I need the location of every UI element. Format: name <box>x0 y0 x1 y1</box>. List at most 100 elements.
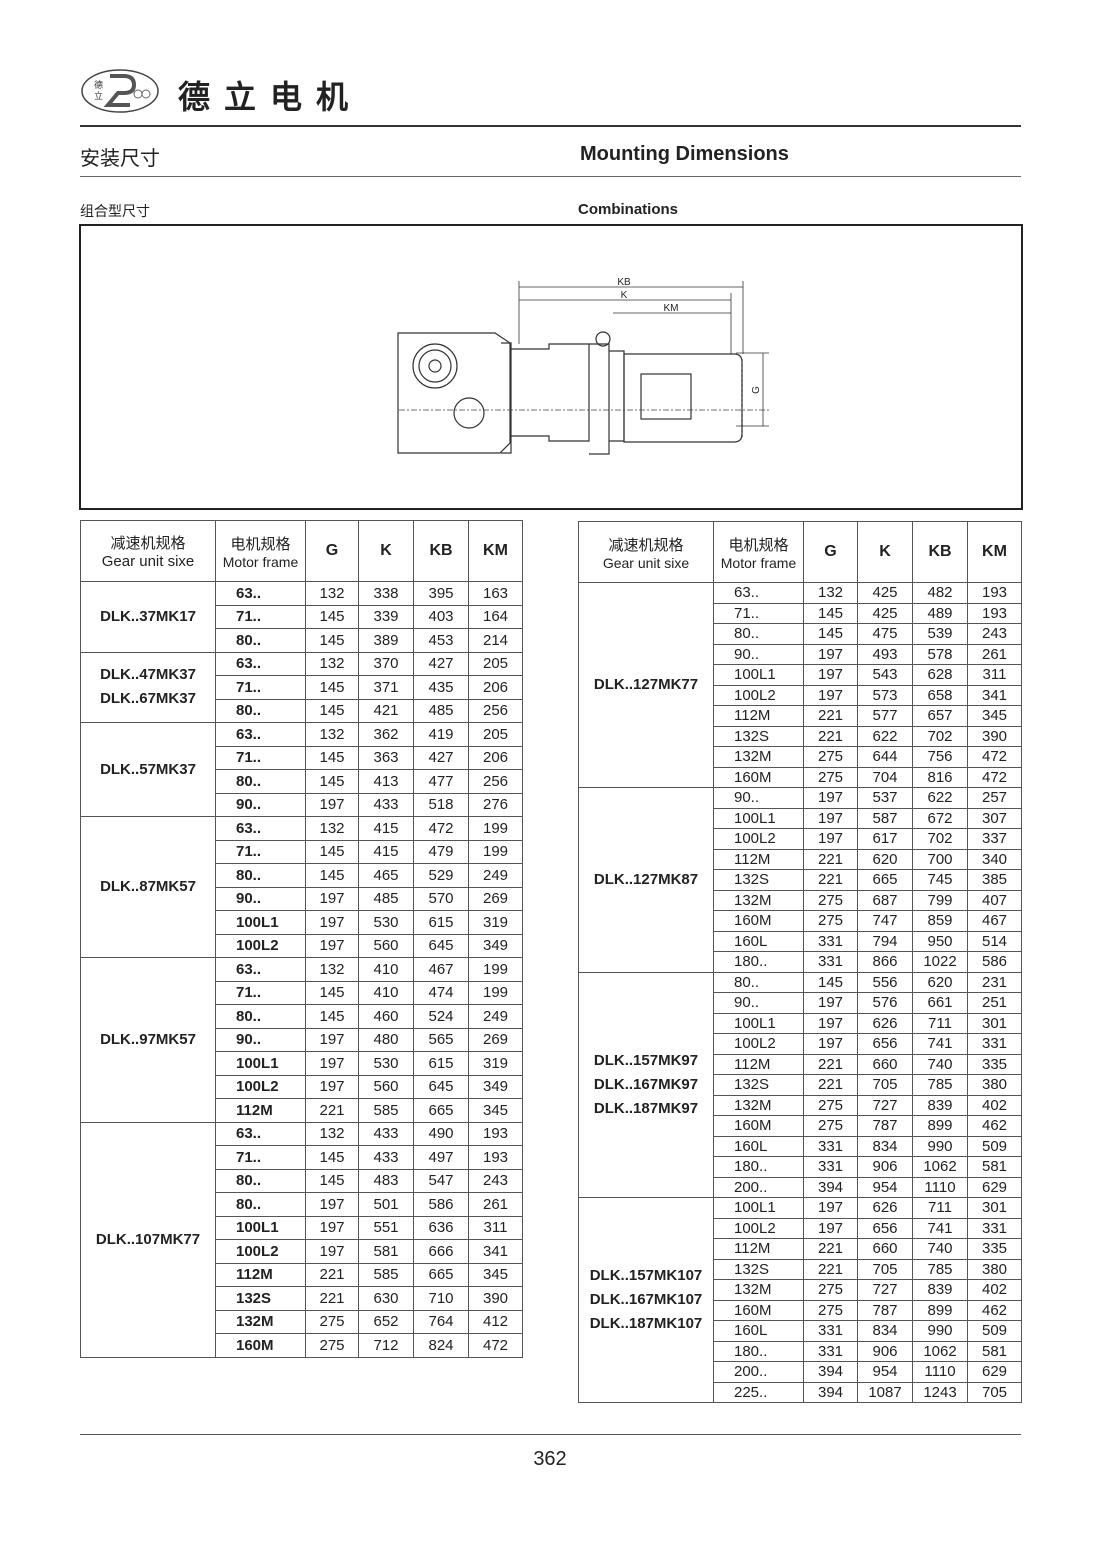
g-cell: 394 <box>803 1381 858 1403</box>
g-cell: 145 <box>305 1145 359 1170</box>
km-cell: 199 <box>468 957 523 982</box>
km-cell: 256 <box>468 698 523 723</box>
table-row: 132S 221 705 785 380 <box>579 1258 1022 1280</box>
k-cell: 530 <box>358 910 414 935</box>
kb-cell: 474 <box>413 980 469 1005</box>
g-cell: 132 <box>803 582 858 604</box>
table-row: 100L1 197 587 672 307 <box>579 807 1022 829</box>
kb-cell: 578 <box>912 643 968 665</box>
table-row: 100L2 197 560 645 349 <box>81 933 523 958</box>
gear-unit-name: DLK..107MK77 <box>95 1230 201 1248</box>
kb-cell: 710 <box>413 1286 469 1311</box>
col-kb: KB <box>912 521 968 583</box>
km-cell: 341 <box>468 1239 523 1264</box>
kb-cell: 1062 <box>912 1156 968 1178</box>
km-cell: 331 <box>967 1033 1022 1055</box>
table-row: 112M 221 577 657 345 <box>579 705 1022 727</box>
km-cell: 472 <box>967 746 1022 768</box>
table-row: 80.. 145 483 547 243 <box>81 1168 523 1193</box>
g-cell: 145 <box>803 602 858 624</box>
col-motor-frame: 电机规格 Motor frame <box>215 520 306 582</box>
km-cell: 276 <box>468 792 523 817</box>
table-row: 100L2 197 617 702 337 <box>579 828 1022 850</box>
km-cell: 243 <box>967 623 1022 645</box>
k-cell: 1087 <box>857 1381 913 1403</box>
motor-cell: 63.. <box>215 651 306 676</box>
motor-cell: 132M <box>713 746 804 768</box>
g-cell: 132 <box>305 581 359 606</box>
g-cell: 145 <box>305 628 359 653</box>
k-cell: 585 <box>358 1262 414 1287</box>
g-cell: 275 <box>803 1299 858 1321</box>
g-cell: 275 <box>803 889 858 911</box>
g-cell: 145 <box>305 1168 359 1193</box>
g-cell: 145 <box>305 769 359 794</box>
kb-cell: 950 <box>912 930 968 952</box>
table-row: 180.. 331 906 1062 581 <box>579 1156 1022 1178</box>
motor-cell: 160L <box>713 930 804 952</box>
kb-cell: 1062 <box>912 1340 968 1362</box>
col-motor-frame: 电机规格 Motor frame <box>713 521 804 583</box>
dimension-drawing-frame: KB K KM G <box>79 224 1023 510</box>
k-cell: 556 <box>857 971 913 993</box>
kb-cell: 665 <box>413 1262 469 1287</box>
kb-cell: 403 <box>413 604 469 629</box>
motor-cell: 160M <box>713 1299 804 1321</box>
gear-unit-name: DLK..187MK97 <box>593 1099 699 1117</box>
kb-cell: 1110 <box>912 1176 968 1198</box>
g-cell: 197 <box>803 1217 858 1239</box>
k-cell: 362 <box>358 722 414 747</box>
gear-unit-name: DLK..97MK57 <box>100 1030 196 1048</box>
motor-cell: 100L1 <box>215 1051 306 1076</box>
g-cell: 197 <box>803 1197 858 1219</box>
g-cell: 275 <box>803 1115 858 1137</box>
k-cell: 501 <box>358 1192 414 1217</box>
km-cell: 472 <box>468 1333 523 1358</box>
k-cell: 551 <box>358 1215 414 1240</box>
k-cell: 370 <box>358 651 414 676</box>
k-cell: 727 <box>857 1279 913 1301</box>
kb-cell: 711 <box>912 1012 968 1034</box>
km-cell: 380 <box>967 1258 1022 1280</box>
table-row: 90.. 197 576 661 251 <box>579 992 1022 1014</box>
motor-cell: 100L2 <box>713 1217 804 1239</box>
gear-unit-name: DLK..167MK107 <box>589 1291 703 1308</box>
kb-cell: 467 <box>413 957 469 982</box>
table-row: DLK..37MK17 63.. 132 338 395 163 <box>80 581 523 653</box>
km-cell: 462 <box>967 1115 1022 1137</box>
motor-cell: 63.. <box>215 957 306 982</box>
km-cell: 335 <box>967 1238 1022 1260</box>
gear-unit-name: DLK..57MK37 <box>100 760 196 778</box>
motor-cell: 100L2 <box>215 1074 306 1099</box>
km-cell: 514 <box>967 930 1022 952</box>
gear-unit-name: DLK..157MK97 <box>593 1051 699 1069</box>
kb-cell: 529 <box>413 863 469 888</box>
gear-unit-name: DLK..67MK37 <box>100 690 196 708</box>
col-g: G <box>305 520 359 582</box>
kb-cell: 477 <box>413 769 469 794</box>
km-cell: 311 <box>967 664 1022 686</box>
motor-cell: 71.. <box>215 745 306 770</box>
kb-cell: 764 <box>413 1309 469 1334</box>
kb-cell: 539 <box>912 623 968 645</box>
gear-unit-name: DLK..167MK97 <box>593 1075 699 1093</box>
k-cell: 866 <box>857 951 913 973</box>
g-cell: 221 <box>803 725 858 747</box>
motor-cell: 100L1 <box>713 1012 804 1034</box>
table-row: 112M 221 585 665 345 <box>81 1098 523 1123</box>
k-cell: 660 <box>857 1053 913 1075</box>
g-cell: 197 <box>305 910 359 935</box>
motor-cell: 132M <box>215 1309 306 1334</box>
km-cell: 199 <box>468 816 523 841</box>
k-cell: 363 <box>358 745 414 770</box>
kb-cell: 615 <box>413 1051 469 1076</box>
km-cell: 257 <box>967 787 1022 809</box>
table-row: DLK..127MK87 90.. 197 537 622 257 <box>578 787 1022 973</box>
motor-cell: 100L2 <box>215 933 306 958</box>
motor-cell: 160M <box>713 766 804 788</box>
table-row: 132S 221 705 785 380 <box>579 1074 1022 1096</box>
k-cell: 660 <box>857 1238 913 1260</box>
km-cell: 301 <box>967 1012 1022 1034</box>
k-cell: 338 <box>358 581 414 606</box>
kb-cell: 741 <box>912 1033 968 1055</box>
